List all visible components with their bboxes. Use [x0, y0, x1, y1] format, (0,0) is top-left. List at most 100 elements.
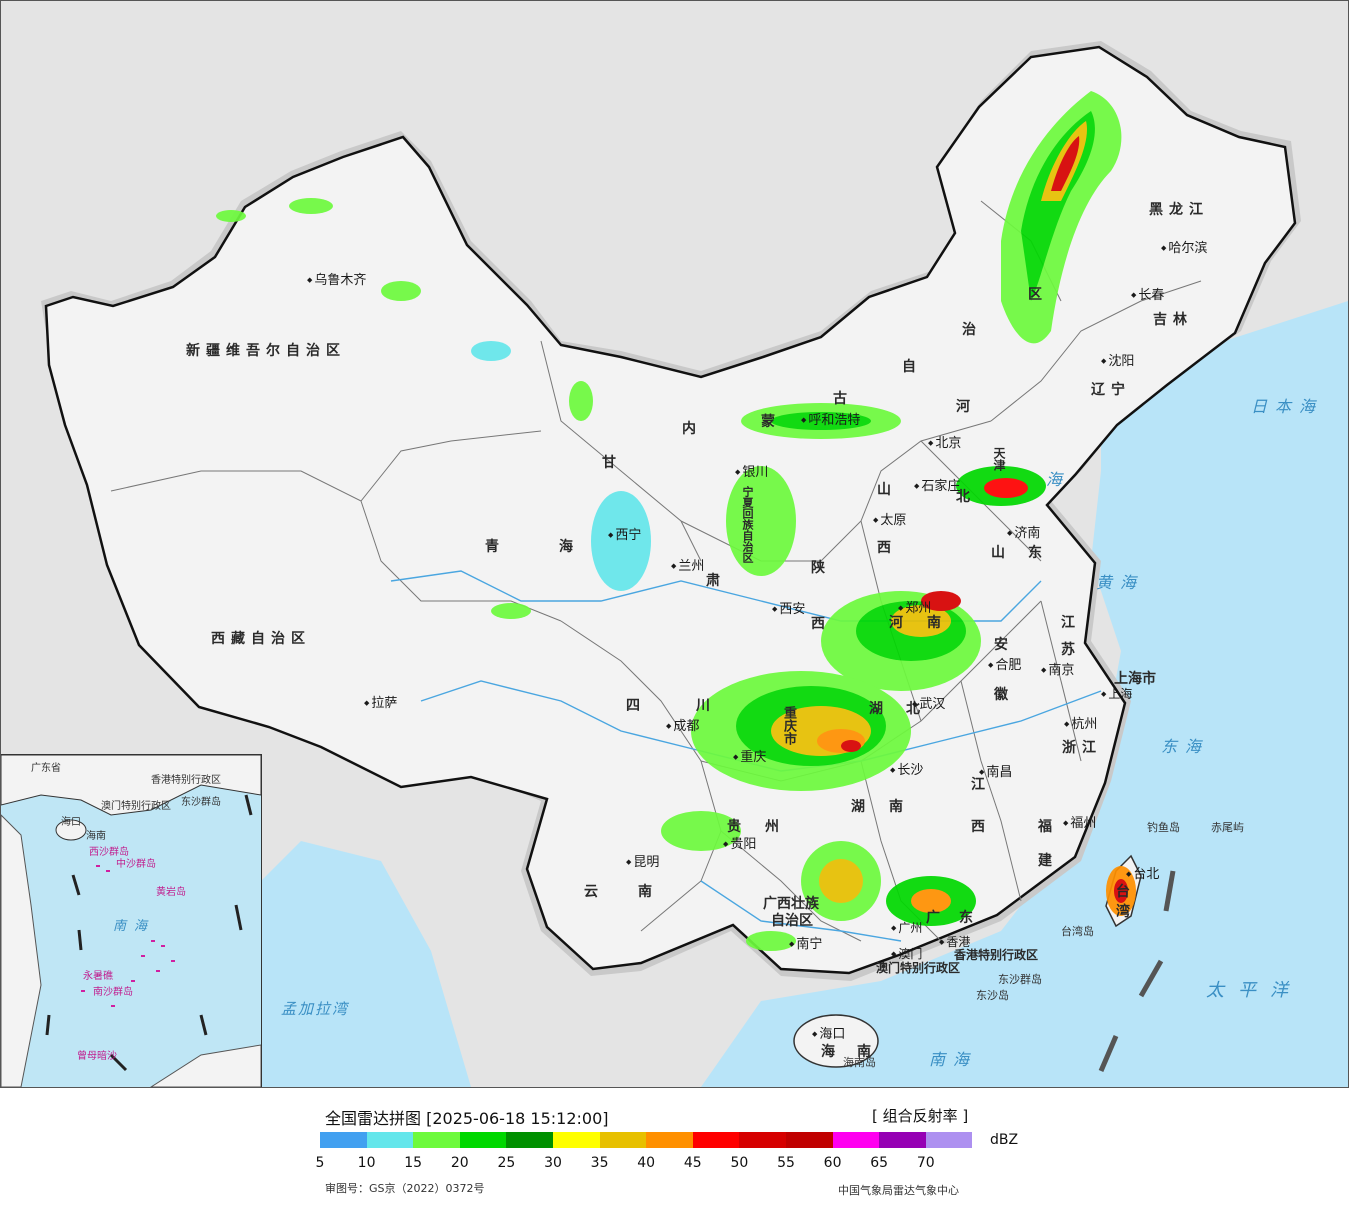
legend-swatch: [599, 1132, 647, 1148]
inset-label-xisha: 西沙群岛: [89, 847, 129, 858]
province-gansu-2: 肃: [706, 573, 720, 589]
province-hainan-1: 海: [821, 1044, 835, 1060]
sea-east: 东海: [1161, 737, 1210, 756]
legend-tick-label: 25: [497, 1155, 516, 1171]
legend-tick-label: 35: [590, 1155, 609, 1171]
province-heilongjiang: 黑龙江: [1149, 202, 1209, 218]
legend-swatch: [692, 1132, 740, 1148]
legend-swatch: [552, 1132, 600, 1148]
inset-label-haikou: 海口: [61, 817, 81, 828]
inset-label-macau: 澳门特别行政区: [101, 801, 171, 812]
city-guiyang: 贵阳: [723, 833, 756, 852]
legend-tick-label: 5: [315, 1155, 325, 1171]
inset-label-guangdong: 广东省: [31, 763, 61, 774]
province-jilin: 吉林: [1153, 312, 1193, 328]
radar-map[interactable]: 新疆维吾尔自治区 西藏自治区 青 海 甘 肃 内 蒙 古 自 治 区 黑龙江 吉…: [0, 0, 1349, 1088]
echo-west: [216, 198, 593, 619]
inset-hainan-shape: [55, 819, 87, 841]
legend-unit: dBZ: [990, 1132, 1019, 1148]
sea-yellow: 黄海: [1096, 573, 1145, 592]
inset-vietnam: [1, 814, 42, 1087]
city-lhasa: 拉萨: [364, 692, 397, 711]
province-fujian-2: 建: [1038, 853, 1052, 869]
province-shandong-1: 山: [991, 545, 1005, 561]
city-chongqing: 重庆: [733, 746, 766, 765]
province-neimenggu-3: 古: [833, 391, 847, 407]
province-shaanxi-1: 陕: [811, 560, 825, 576]
province-shaanxi-2: 西: [811, 616, 825, 632]
province-xizang: 西藏自治区: [211, 631, 311, 647]
province-qinghai-2: 海: [559, 539, 573, 555]
inset-label-nansha: 南沙群岛: [93, 987, 133, 998]
inset-canvas: [1, 755, 261, 1087]
province-gansu-1: 甘: [602, 455, 616, 471]
inset-borneo: [150, 1044, 261, 1087]
city-shijiazhuang: 石家庄: [914, 475, 960, 494]
city-hangzhou: 杭州: [1064, 713, 1097, 732]
island-chiwei: 赤尾屿: [1211, 821, 1244, 834]
city-harbin: 哈尔滨: [1161, 237, 1207, 256]
city-taiyuan: 太原: [873, 509, 906, 528]
province-liaoning: 辽宁: [1091, 382, 1131, 398]
province-guangxi-2: 自治区: [771, 913, 813, 929]
province-hubei-1: 湖: [869, 701, 883, 717]
city-beijing: 北京: [928, 432, 961, 451]
province-guizhou-1: 贵: [727, 819, 741, 835]
province-taiwan-2: 湾: [1116, 904, 1130, 920]
city-macau: 澳门: [891, 945, 922, 962]
province-guangdong-1: 广: [926, 910, 940, 926]
legend-swatch: [646, 1132, 693, 1148]
inset-reef-marks: [81, 865, 175, 1007]
island-dongsha-2: 东沙岛: [976, 989, 1009, 1002]
province-jiangxi-2: 西: [971, 819, 985, 835]
legend: 全国雷达拼图 [2025-06-18 15:12:00] [ 组合反射率 ] d…: [0, 1088, 1349, 1208]
legend-approval-number: 审图号：GS京（2022）0372号: [325, 1182, 485, 1195]
province-hainan-2: 南: [857, 1044, 871, 1060]
city-fuzhou: 福州: [1063, 812, 1096, 831]
province-guangxi-1: 广西壮族: [763, 896, 819, 912]
legend-swatch: [506, 1132, 553, 1148]
island-dongsha: 东沙群岛: [998, 973, 1042, 986]
province-neimenggu-6: 区: [1028, 287, 1042, 303]
city-guangzhou: 广州: [891, 919, 922, 936]
city-kunming: 昆明: [626, 851, 659, 870]
legend-swatch: [739, 1132, 786, 1148]
inset-label-zhongsha: 中沙群岛: [116, 859, 156, 870]
legend-swatch: [785, 1132, 833, 1148]
province-guizhou-2: 州: [765, 819, 779, 835]
sea-south: 南海: [929, 1050, 978, 1069]
inset-label-hainan: 海南: [86, 831, 106, 842]
legend-tick-label: 70: [916, 1155, 935, 1171]
province-chongqing: 重庆市: [781, 706, 796, 745]
legend-color-bar: [320, 1132, 973, 1148]
legend-tick-label: 65: [870, 1155, 889, 1171]
inset-label-hk: 香港特别行政区: [151, 775, 221, 786]
province-yunnan-2: 南: [638, 884, 652, 900]
legend-tick-label: 30: [544, 1155, 562, 1171]
province-anhui-1: 安: [994, 637, 1008, 653]
city-xian: 西安: [772, 598, 805, 617]
legend-tick-label: 20: [450, 1155, 469, 1171]
legend-swatch: [320, 1132, 367, 1148]
sea-japan: 日本海: [1251, 397, 1324, 416]
province-henan-2: 南: [927, 615, 941, 631]
province-neimenggu-1: 内: [682, 421, 696, 437]
city-hongkong: 香港: [939, 933, 970, 950]
city-xining: 西宁: [608, 524, 641, 543]
city-lanzhou: 兰州: [671, 555, 704, 574]
city-shenyang: 沈阳: [1101, 350, 1134, 369]
legend-swatch: [879, 1132, 926, 1148]
city-hefei: 合肥: [988, 654, 1021, 673]
city-changsha: 长沙: [890, 759, 923, 778]
inset-label-zengmu: 曾母暗沙: [77, 1051, 117, 1062]
city-hohhot: 呼和浩特: [801, 409, 860, 428]
legend-tick-label: 55: [777, 1155, 795, 1171]
inset-label-yongshu: 永暑礁: [83, 971, 113, 982]
province-jiangsu-1: 江: [1061, 615, 1075, 631]
legend-tick-label: 10: [357, 1155, 376, 1171]
inset-label-sea: 南海: [113, 919, 156, 934]
inset-boundary: [45, 794, 253, 1072]
city-taipei: 台北: [1126, 863, 1159, 882]
legend-swatch: [413, 1132, 460, 1148]
province-hongkong: 香港特别行政区: [954, 948, 1039, 962]
